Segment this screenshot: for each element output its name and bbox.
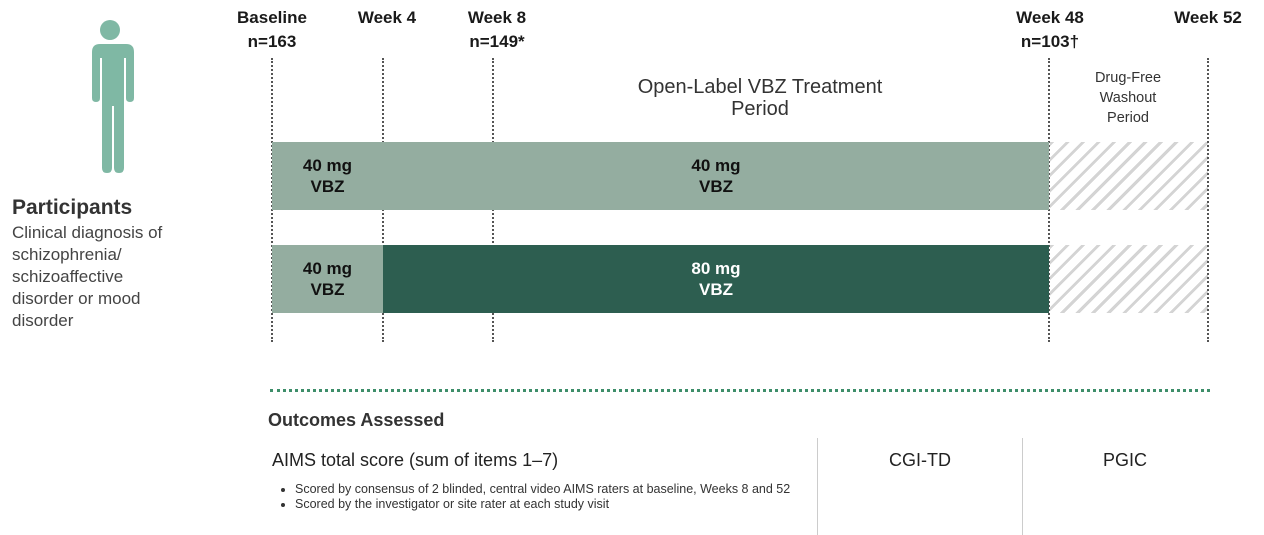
outcome-title: PGIC xyxy=(1102,450,1147,470)
washout-hatch xyxy=(1050,245,1208,313)
timepoint-n: n=149* xyxy=(469,32,525,51)
outcome-title: AIMS total score (sum of items 1–7) xyxy=(272,450,559,470)
text-line: schizophrenia/ xyxy=(12,245,122,264)
bullet: Scored by consensus of 2 blinded, centra… xyxy=(295,482,795,497)
text-line: schizoaffective xyxy=(12,267,124,286)
treatment-period-label: Open-Label VBZ Treatment Period xyxy=(560,76,960,120)
text-line: Open-Label VBZ Treatment xyxy=(637,76,883,98)
participants-title: Participants xyxy=(12,196,133,219)
outcomes-title: Outcomes Assessed xyxy=(268,410,445,430)
person-icon xyxy=(92,20,134,173)
arm-segment: 40 mg VBZ xyxy=(272,142,383,210)
outcome-title: CGI-TD xyxy=(889,450,951,470)
timepoint-label: Baseline xyxy=(237,8,307,27)
timepoint-label: Week 52 xyxy=(1174,8,1242,27)
text-line: Clinical diagnosis of xyxy=(12,223,163,242)
text-line: 40 mg xyxy=(302,259,353,278)
washout-hatch xyxy=(1050,142,1208,210)
bullet: Scored by the investigator or site rater… xyxy=(295,497,795,512)
text-line: VBZ xyxy=(310,177,345,196)
arm-segment: 40 mg VBZ xyxy=(272,245,383,313)
text-line: Period xyxy=(731,98,789,120)
text-line: Washout xyxy=(1099,90,1157,106)
text-line: disorder xyxy=(12,311,74,330)
text-line: Drug-Free xyxy=(1094,70,1162,86)
arm-segment: 80 mg VBZ xyxy=(383,245,1049,313)
timepoint-label: Week 48 xyxy=(1016,8,1084,27)
text-line: VBZ xyxy=(699,177,733,196)
timepoint-n: n=103† xyxy=(1020,32,1080,51)
column-separator xyxy=(1022,438,1023,535)
timepoint-label: Week 4 xyxy=(357,8,417,27)
text-line: 40 mg xyxy=(302,156,353,175)
timepoint-label: Week 8 xyxy=(467,8,527,27)
text-line: disorder or mood xyxy=(12,289,141,308)
divider xyxy=(270,389,1210,392)
text-line: VBZ xyxy=(310,280,345,299)
vline xyxy=(1207,58,1209,342)
timepoint-n: n=163 xyxy=(247,32,297,51)
outcome-bullets: Scored by consensus of 2 blinded, centra… xyxy=(275,482,795,512)
arm-segment: 40 mg VBZ xyxy=(383,142,1049,210)
participants-description: Clinical diagnosis of schizophrenia/schiz… xyxy=(12,222,162,332)
text-line: 40 mg xyxy=(691,156,741,175)
column-separator xyxy=(817,438,818,535)
vline xyxy=(1048,58,1050,342)
text-line: 80 mg xyxy=(691,259,741,278)
text-line: Period xyxy=(1107,110,1149,126)
washout-period-label: Drug-Free Washout Period xyxy=(1060,68,1196,128)
text-line: VBZ xyxy=(699,280,733,299)
